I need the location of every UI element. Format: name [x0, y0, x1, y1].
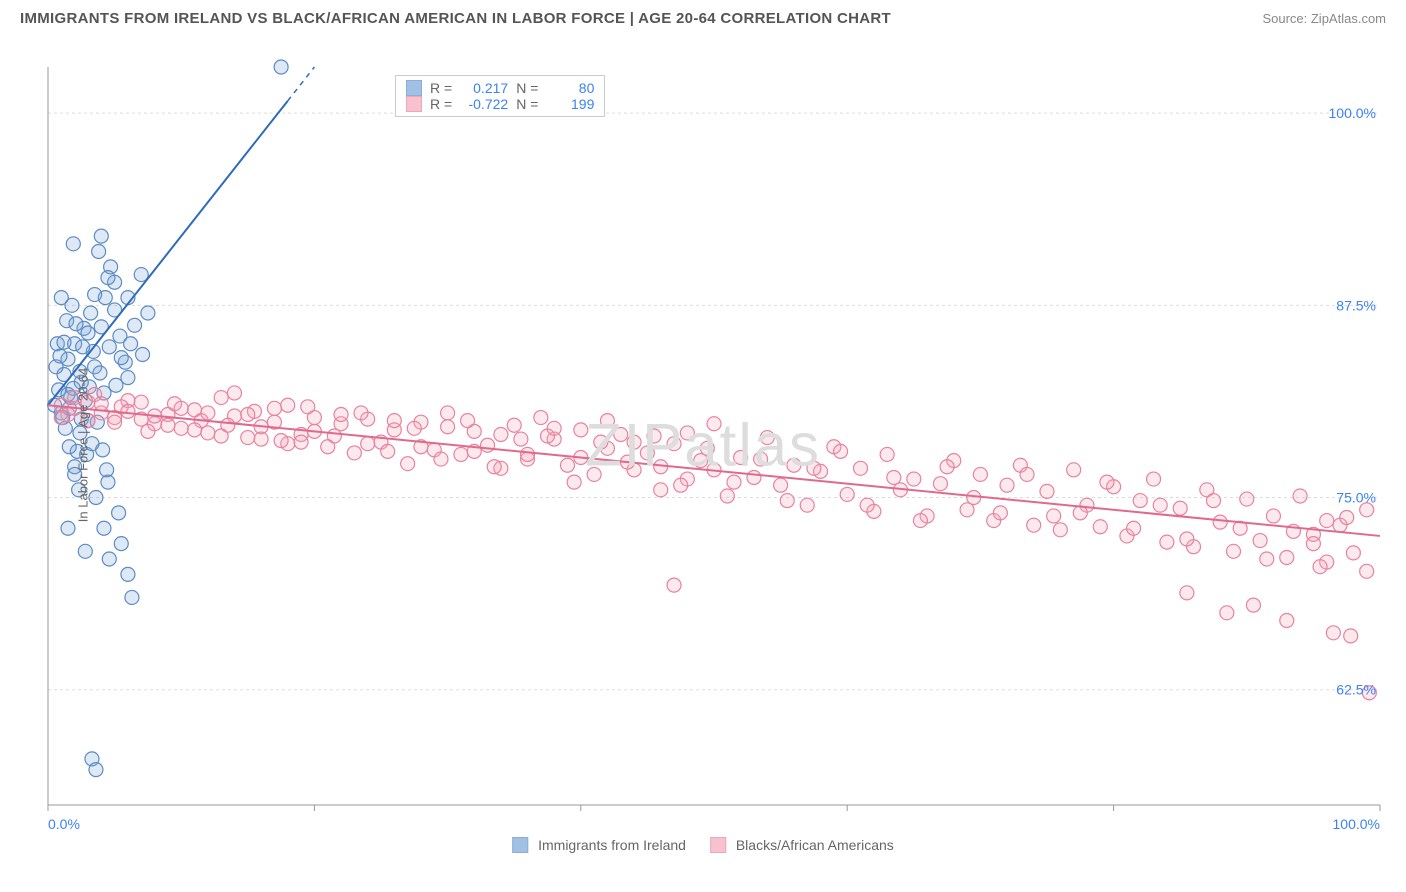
swatch-ireland: [406, 80, 422, 96]
legend-item-black: Blacks/African Americans: [710, 837, 894, 853]
n-value-ireland: 80: [546, 80, 594, 96]
svg-text:62.5%: 62.5%: [1336, 682, 1376, 698]
swatch-ireland-icon: [512, 837, 528, 853]
n-value-black: 199: [546, 96, 594, 112]
svg-text:0.0%: 0.0%: [48, 816, 80, 832]
n-label: N =: [516, 96, 538, 112]
series-legend: Immigrants from Ireland Blacks/African A…: [512, 837, 894, 853]
svg-text:87.5%: 87.5%: [1336, 297, 1376, 313]
r-label: R =: [430, 96, 452, 112]
swatch-black: [406, 96, 422, 112]
svg-text:100.0%: 100.0%: [1329, 105, 1376, 121]
r-label: R =: [430, 80, 452, 96]
svg-text:75.0%: 75.0%: [1336, 490, 1376, 506]
legend-label-ireland: Immigrants from Ireland: [538, 837, 686, 853]
legend-item-ireland: Immigrants from Ireland: [512, 837, 686, 853]
correlation-legend: R = 0.217 N = 80 R = -0.722 N = 199: [395, 75, 605, 117]
legend-row-black: R = -0.722 N = 199: [406, 96, 594, 112]
source-label: Source: ZipAtlas.com: [1262, 11, 1386, 26]
swatch-black-icon: [710, 837, 726, 853]
n-label: N =: [516, 80, 538, 96]
chart-container: In Labor Force | Age 20-64 62.5% 75.0% 87.…: [0, 35, 1406, 855]
legend-label-black: Blacks/African Americans: [736, 837, 894, 853]
chart-title: IMMIGRANTS FROM IRELAND VS BLACK/AFRICAN…: [20, 10, 891, 27]
y-axis-label: In Labor Force | Age 20-64: [76, 368, 91, 522]
legend-row-ireland: R = 0.217 N = 80: [406, 80, 594, 96]
svg-text:100.0%: 100.0%: [1333, 816, 1380, 832]
r-value-black: -0.722: [460, 96, 508, 112]
scatter-plot: 62.5% 75.0% 87.5% 100.0% 0.0% 100.0%: [0, 35, 1406, 835]
r-value-ireland: 0.217: [460, 80, 508, 96]
